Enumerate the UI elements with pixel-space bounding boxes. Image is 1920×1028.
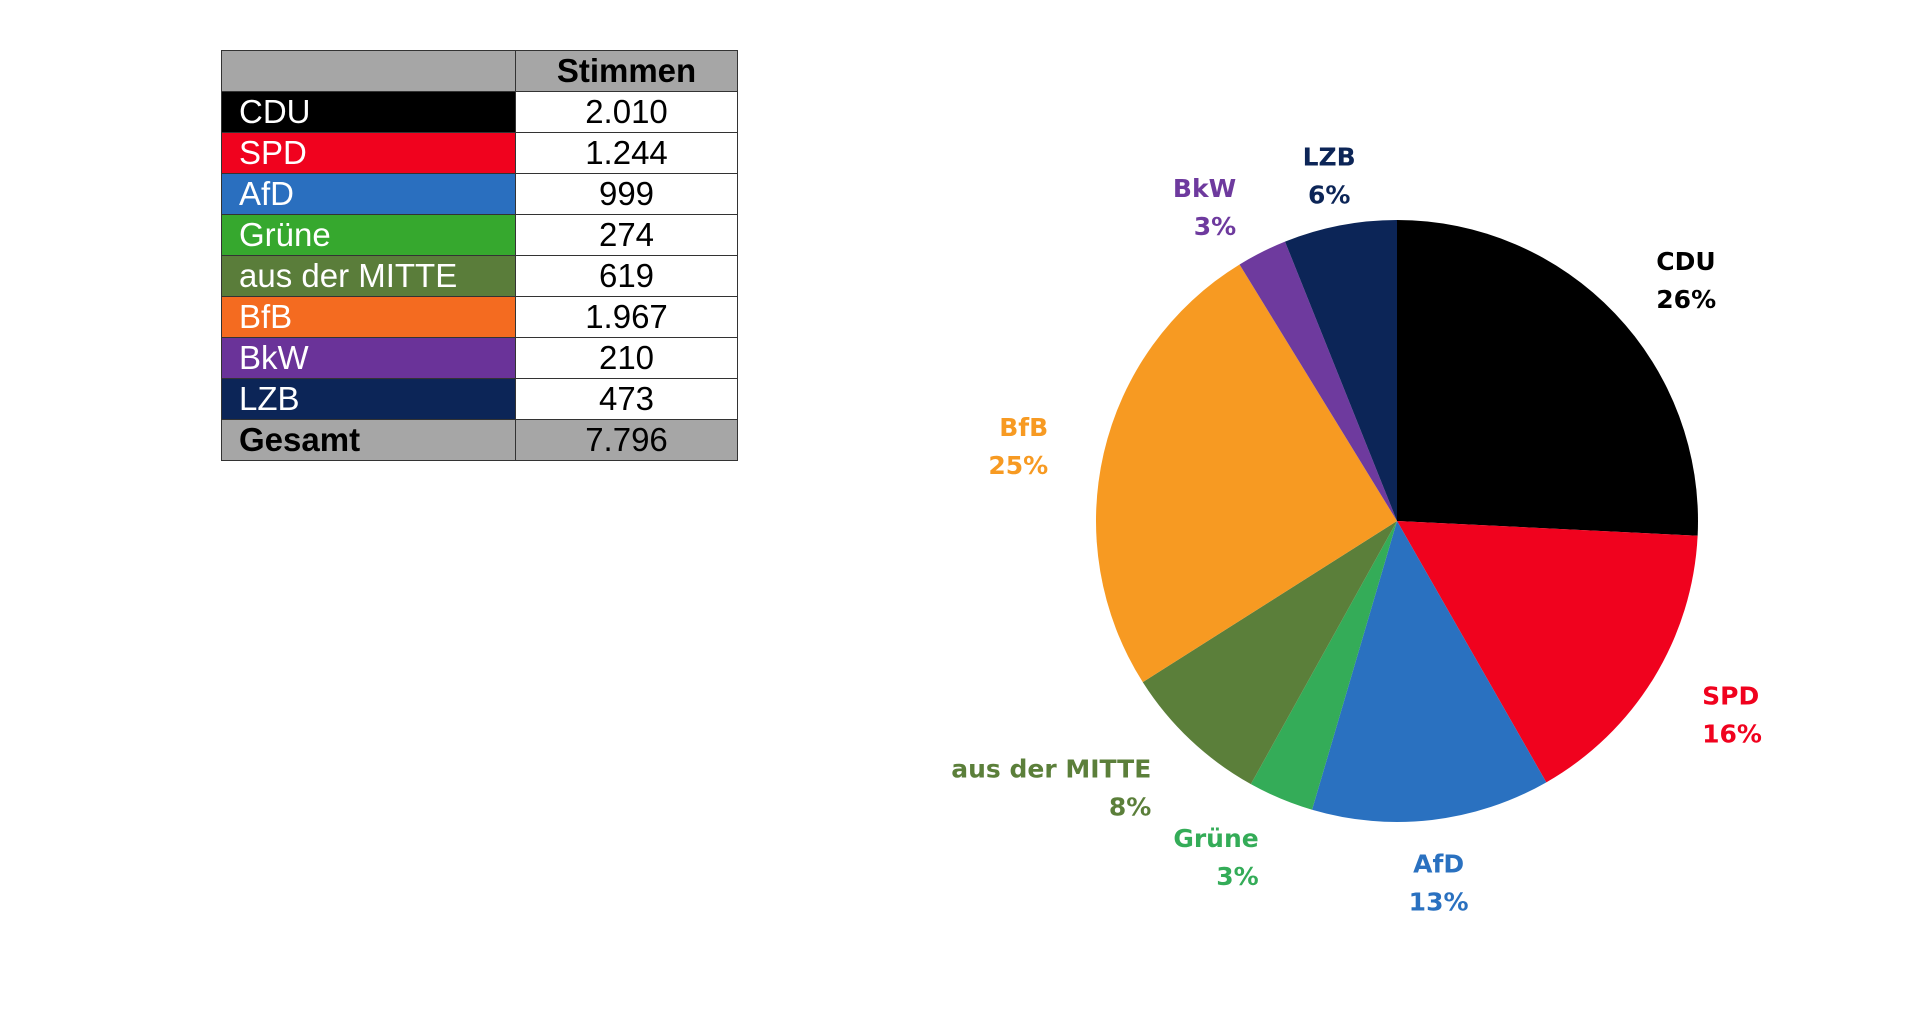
party-name-cell: SPD xyxy=(221,132,516,174)
votes-cell: 619 xyxy=(515,255,738,297)
slice-category-label: Grüne xyxy=(1173,824,1258,853)
slice-percent-label: 3% xyxy=(1216,862,1258,891)
table-row: SPD 1.244 xyxy=(221,132,738,174)
slice-category-label: BfB xyxy=(999,413,1048,442)
pie-labels: CDU 26% SPD 16% AfD 13% Grüne 3% aus der MITTE 8%… xyxy=(951,142,1762,916)
header-party-cell xyxy=(221,50,516,92)
party-name-cell: aus der MITTE xyxy=(221,255,516,297)
pie-slice xyxy=(1312,521,1547,822)
slice-label: LZB 6% xyxy=(1303,142,1356,209)
slice-label: CDU 26% xyxy=(1656,247,1716,314)
party-name-cell: BfB xyxy=(221,296,516,338)
slice-percent-label: 8% xyxy=(1109,792,1151,821)
pie-slice xyxy=(1285,220,1397,521)
slice-category-label: SPD xyxy=(1702,681,1759,710)
table-row: aus der MITTE 619 xyxy=(221,255,738,297)
votes-cell: 210 xyxy=(515,337,738,379)
votes-cell: 473 xyxy=(515,378,738,420)
slice-label: aus der MITTE 8% xyxy=(951,754,1151,821)
slice-label: BfB 25% xyxy=(988,413,1048,480)
pie-slice xyxy=(1397,521,1698,783)
slice-label: AfD 13% xyxy=(1409,850,1469,917)
slice-percent-label: 6% xyxy=(1308,180,1350,209)
slice-category-label: LZB xyxy=(1303,142,1356,171)
slice-percent-label: 13% xyxy=(1409,888,1469,917)
pie-slice xyxy=(1397,220,1698,536)
results-table: Stimmen CDU 2.010 SPD 1.244 AfD 999 Grüne 274 au… xyxy=(221,50,738,461)
table-row: CDU 2.010 xyxy=(221,91,738,133)
pie-slice xyxy=(1096,264,1397,683)
slice-category-label: aus der MITTE xyxy=(951,754,1151,783)
slice-label: SPD 16% xyxy=(1702,681,1762,748)
votes-cell: 999 xyxy=(515,173,738,215)
slice-label: Grüne 3% xyxy=(1173,824,1258,891)
pie-slice xyxy=(1250,521,1397,810)
slice-label: BkW 3% xyxy=(1173,174,1236,241)
slice-percent-label: 26% xyxy=(1656,285,1716,314)
slice-percent-label: 25% xyxy=(988,451,1048,480)
table-row: AfD 999 xyxy=(221,173,738,215)
votes-cell: 274 xyxy=(515,214,738,256)
party-name-cell: BkW xyxy=(221,337,516,379)
table-body: CDU 2.010 SPD 1.244 AfD 999 Grüne 274 aus der MI… xyxy=(221,91,738,420)
slice-category-label: AfD xyxy=(1413,850,1464,879)
table-row: BfB 1.967 xyxy=(221,296,738,338)
party-name-cell: AfD xyxy=(221,173,516,215)
pie-slices xyxy=(1096,220,1698,822)
slice-category-label: CDU xyxy=(1656,247,1715,276)
table-row: LZB 473 xyxy=(221,378,738,420)
slice-category-label: BkW xyxy=(1173,174,1236,203)
pie-slice xyxy=(1142,521,1397,785)
slice-percent-label: 16% xyxy=(1702,719,1762,748)
table-row: BkW 210 xyxy=(221,337,738,379)
party-name-cell: CDU xyxy=(221,91,516,133)
party-name-cell: LZB xyxy=(221,378,516,420)
table-total-row: Gesamt 7.796 xyxy=(221,419,738,461)
votes-cell: 1.244 xyxy=(515,132,738,174)
votes-cell: 2.010 xyxy=(515,91,738,133)
pie-slice xyxy=(1239,241,1397,521)
slice-percent-label: 3% xyxy=(1194,212,1236,241)
total-label-cell: Gesamt xyxy=(221,419,516,461)
votes-cell: 1.967 xyxy=(515,296,738,338)
total-value-cell: 7.796 xyxy=(515,419,738,461)
